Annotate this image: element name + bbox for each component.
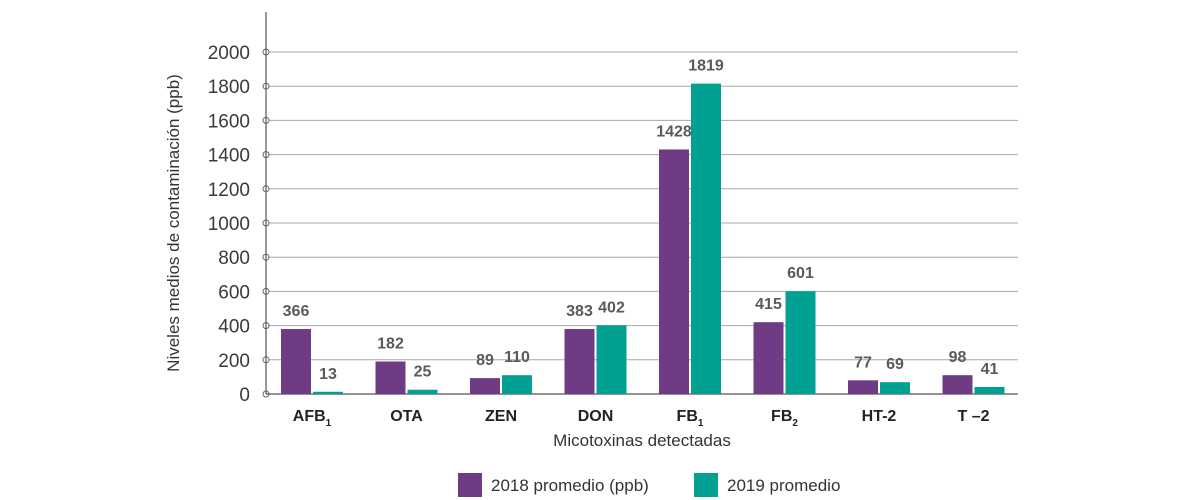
y-tick-label: 400 [218, 317, 250, 338]
x-tick-label: AFB1 [293, 408, 332, 429]
data-label: 366 [283, 303, 310, 320]
y-tick-label: 1400 [208, 146, 250, 167]
bar-2018 [659, 149, 689, 394]
bar-2019 [596, 325, 627, 394]
y-tick-label: 600 [218, 282, 250, 303]
data-label: 1819 [688, 58, 724, 75]
bar-2018 [281, 329, 311, 394]
y-tick-label: 200 [218, 351, 250, 372]
data-label: 41 [981, 361, 999, 378]
x-tick-label: HT-2 [862, 408, 897, 425]
bar-2018 [564, 329, 595, 394]
legend-swatch-2018 [458, 473, 482, 497]
data-label: 383 [566, 303, 593, 320]
legend-swatch-2019 [694, 473, 718, 497]
legend-label: 2019 promedio [727, 476, 840, 495]
bar-2019 [785, 291, 816, 394]
x-tick-label: ZEN [485, 408, 517, 425]
data-label: 402 [598, 299, 625, 316]
data-label: 415 [755, 296, 782, 313]
data-label: 110 [504, 349, 530, 366]
bar-2019 [974, 386, 1005, 394]
bar-2019 [880, 382, 910, 394]
data-label: 25 [414, 364, 432, 381]
data-label: 77 [854, 354, 872, 371]
data-label: 13 [319, 366, 337, 383]
bar-2018 [942, 375, 973, 394]
data-label: 89 [476, 352, 494, 369]
data-label: 182 [377, 336, 404, 353]
x-tick-label: FB2 [771, 408, 798, 429]
bar-2019 [407, 389, 438, 394]
data-label: 98 [949, 349, 967, 366]
bar-2018 [848, 380, 878, 394]
bar-2019 [313, 391, 343, 394]
y-tick-label: 2000 [208, 43, 250, 64]
x-tick-label: DON [578, 408, 614, 425]
data-label: 601 [787, 265, 814, 282]
y-axis-title: Niveles medios de contaminación (ppb) [164, 74, 183, 372]
y-tick-label: 0 [239, 385, 250, 406]
bar-2018 [375, 361, 406, 394]
y-tick-label: 1600 [208, 111, 250, 132]
bar-2018 [470, 378, 500, 394]
bar-2018 [753, 322, 784, 394]
x-axis-title: Micotoxinas detectadas [553, 431, 731, 450]
x-tick-label: FB1 [677, 408, 704, 429]
x-tick-label: T –2 [957, 408, 989, 425]
y-tick-label: 1000 [208, 214, 250, 235]
legend-label: 2018 promedio (ppb) [491, 476, 649, 495]
y-tick-label: 1200 [208, 180, 250, 201]
y-tick-label: 800 [218, 248, 250, 269]
bar-2019 [691, 83, 721, 394]
y-tick-label: 1800 [208, 77, 250, 98]
data-label: 69 [886, 356, 904, 373]
bar-2019 [502, 375, 532, 394]
data-label: 1428 [656, 123, 692, 140]
x-tick-label: OTA [390, 408, 423, 425]
